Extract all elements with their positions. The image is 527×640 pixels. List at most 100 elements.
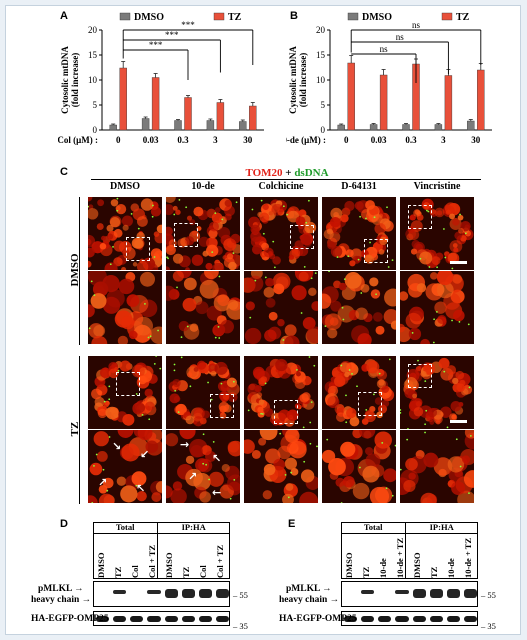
mito-blob: [449, 413, 458, 422]
mito-blob: [264, 407, 274, 417]
x-tick-label: 0.03: [143, 135, 159, 145]
bar-tz: [249, 105, 257, 131]
dsdna-dot: [427, 210, 430, 213]
mito-blob: [410, 248, 418, 255]
zoom-box: [290, 225, 314, 249]
dsdna-dot: [264, 276, 267, 279]
dsdna-dot: [159, 367, 162, 370]
band-pmlkl: [412, 589, 426, 598]
dsdna-dot: [153, 362, 156, 365]
group-ip: IP:HA: [181, 522, 206, 532]
dsdna-dot: [443, 370, 446, 373]
dsdna-dot: [151, 215, 154, 218]
mito-blob: [191, 254, 204, 266]
dsdna-dot: [303, 460, 306, 463]
lane-label: DMSO: [164, 552, 175, 579]
mito-blob: [121, 267, 127, 270]
dsdna-dot: [214, 212, 217, 215]
mito-blob: [381, 399, 390, 408]
dsdna-dot: [149, 335, 152, 338]
mito-blob: [354, 201, 364, 211]
mito-blob: [185, 415, 195, 425]
mito-blob: [226, 301, 240, 320]
blot-omp25: [341, 611, 478, 626]
bar-tz: [151, 77, 160, 131]
dsdna-dot: [212, 440, 215, 443]
dsdna-dot: [210, 398, 213, 401]
mito-blob: [374, 397, 383, 405]
arrow-icon: ←: [212, 486, 222, 499]
mito-blob: [89, 462, 103, 476]
mito-blob: [226, 377, 237, 388]
band-omp25: [198, 616, 212, 622]
mito-blob: [94, 396, 105, 407]
mito-blob: [178, 320, 190, 332]
mito-blob: [118, 278, 135, 295]
mito-blob: [284, 457, 297, 470]
dsdna-dot: [360, 292, 363, 294]
mito-blob: [301, 392, 311, 402]
mito-blob: [186, 215, 193, 221]
x-tick-label: 30: [243, 135, 253, 145]
dsdna-dot: [359, 215, 361, 218]
dsdna-dot: [287, 496, 290, 499]
mito-blob: [291, 248, 301, 258]
dsdna-dot: [302, 426, 305, 429]
legend-label: TZ: [228, 12, 242, 23]
mito-blob: [88, 495, 98, 503]
mito-blob: [423, 362, 436, 375]
lane-label: TZ: [181, 566, 192, 578]
micro-dmso-vincristine-whole: [400, 197, 474, 270]
y-axis-label: Cytosolic mtDNA: [60, 46, 70, 114]
dsdna-dot: [214, 336, 217, 339]
x-tick-label: 3: [213, 135, 218, 145]
band-pmlkl: [361, 590, 375, 594]
mito-blob: [220, 319, 234, 334]
dsdna-dot: [307, 199, 310, 202]
lane-label: 10-de: [446, 558, 457, 578]
lane-label: Col: [129, 565, 140, 578]
dsdna-dot: [426, 209, 428, 212]
mito-blob: [408, 472, 416, 480]
dsdna-dot: [112, 245, 114, 248]
mito-blob: [122, 224, 129, 231]
mito-blob: [272, 256, 281, 265]
col-header-dmso: DMSO: [110, 181, 140, 192]
dsdna-dot: [93, 294, 96, 296]
dsdna-dot: [173, 213, 176, 216]
mito-blob: [150, 326, 162, 344]
x-tick-label: 30: [471, 135, 481, 145]
mito-blob: [217, 226, 231, 239]
dsdna-dot: [185, 206, 188, 209]
mito-blob: [93, 431, 110, 447]
mito-blob: [172, 205, 178, 211]
dsdna-dot: [343, 278, 346, 281]
micro-tz-vincristine-zoom: [400, 430, 474, 503]
group-divider: [157, 522, 159, 579]
dsdna-dot: [282, 339, 285, 341]
dsdna-dot: [356, 385, 358, 388]
mito-blob: [209, 364, 215, 370]
micro-title-red: TOM20: [245, 167, 283, 179]
lane-label: TZ: [429, 566, 440, 578]
mito-blob: [413, 209, 421, 217]
dsdna-dot: [342, 318, 345, 321]
zoom-box: [274, 400, 298, 424]
mito-blob: [362, 465, 380, 483]
mito-blob: [374, 431, 392, 449]
mito-blob: [285, 430, 300, 443]
mito-blob: [452, 274, 463, 284]
mito-blob: [109, 217, 121, 228]
mito-blob: [451, 481, 466, 496]
bar-dmso: [239, 121, 247, 131]
mito-blob: [139, 271, 155, 287]
bar-dmso: [206, 120, 215, 131]
mito-blob: [172, 271, 184, 282]
dsdna-dot: [117, 369, 120, 372]
mito-blob: [296, 371, 301, 377]
dsdna-dot: [166, 256, 168, 259]
y-tick-label: 0: [321, 125, 326, 135]
dsdna-dot: [207, 381, 209, 384]
mito-blob: [97, 199, 105, 207]
lane-label: 10-de: [377, 558, 388, 578]
